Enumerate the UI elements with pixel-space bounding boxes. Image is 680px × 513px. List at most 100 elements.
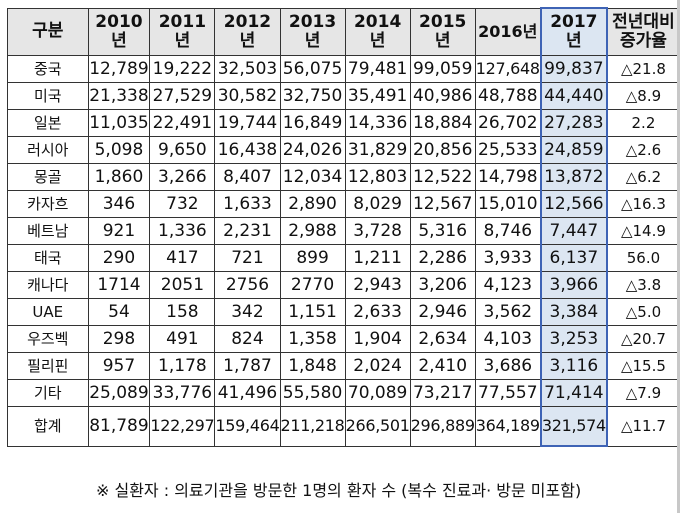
cell-2015: 5,316 <box>409 217 476 245</box>
cell-2010: 921 <box>87 217 151 245</box>
cell-2015: 73,217 <box>409 379 476 407</box>
cell-2016: 26,702 <box>474 109 542 137</box>
cell-2016: 3,933 <box>474 244 542 272</box>
cell-2014: 1,211 <box>344 244 411 272</box>
cell-2015: 12,567 <box>409 190 476 218</box>
row-label: UAE <box>7 298 89 326</box>
cell-2010: 21,338 <box>87 82 151 110</box>
cell-change: △7.9 <box>606 379 680 407</box>
cell-2011: 3,266 <box>149 163 216 191</box>
cell-change: △5.0 <box>606 298 680 326</box>
cell-change: △20.7 <box>606 325 680 353</box>
cell-2015: 296,889 <box>409 406 476 447</box>
cell-2015: 18,884 <box>409 109 476 137</box>
cell-2016: 4,103 <box>474 325 542 353</box>
row-label: 일본 <box>7 109 89 137</box>
row-label: 합계 <box>7 406 89 447</box>
cell-change: △8.9 <box>606 82 680 110</box>
header-2016: 2016년 <box>474 7 542 56</box>
row-label: 태국 <box>7 244 89 272</box>
cell-2016: 25,533 <box>474 136 542 164</box>
cell-2014: 31,829 <box>344 136 411 164</box>
cell-2010: 25,089 <box>87 379 151 407</box>
row-label: 미국 <box>7 82 89 110</box>
row-label: 기타 <box>7 379 89 407</box>
cell-2013: 2,890 <box>279 190 346 218</box>
cell-2016: 3,686 <box>474 352 542 380</box>
row-label: 카자흐 <box>7 190 89 218</box>
cell-2010: 298 <box>87 325 151 353</box>
cell-2014: 12,803 <box>344 163 411 191</box>
cell-2013: 55,580 <box>279 379 346 407</box>
cell-change: △21.8 <box>606 55 680 83</box>
cell-2014: 2,633 <box>344 298 411 326</box>
header-2012: 2012 년 <box>214 7 281 56</box>
cell-2016: 48,788 <box>474 82 542 110</box>
cell-2010: 1714 <box>87 271 151 299</box>
cell-2013: 2770 <box>279 271 346 299</box>
cell-2017: 12,566 <box>539 190 608 218</box>
cell-2014: 1,904 <box>344 325 411 353</box>
cell-change: △6.2 <box>606 163 680 191</box>
cell-2010: 957 <box>87 352 151 380</box>
cell-2011: 27,529 <box>149 82 216 110</box>
table-row: 태국 290 417 721 899 1,211 2,286 3,933 6,137 56.0 <box>7 244 680 272</box>
header-change: 전년대비 증가율 <box>606 7 680 56</box>
cell-2016: 3,562 <box>474 298 542 326</box>
cell-2015: 99,059 <box>409 55 476 83</box>
header-2013: 2013 년 <box>279 7 346 56</box>
cell-2015: 2,286 <box>409 244 476 272</box>
cell-2015: 2,410 <box>409 352 476 380</box>
row-label: 러시아 <box>7 136 89 164</box>
cell-2017: 71,414 <box>539 379 608 407</box>
cell-2014: 14,336 <box>344 109 411 137</box>
cell-2011: 2051 <box>149 271 216 299</box>
table-row: 몽골 1,860 3,266 8,407 12,034 12,803 12,522 14,79… <box>7 163 680 191</box>
cell-2010: 290 <box>87 244 151 272</box>
cell-2010: 12,789 <box>87 55 151 83</box>
cell-2013: 16,849 <box>279 109 346 137</box>
cell-2016: 15,010 <box>474 190 542 218</box>
cell-change: △3.8 <box>606 271 680 299</box>
data-table-container: 구분 2010 년 2011 년 2012 년 2013 년 2014 년 2015 년 20… <box>7 7 680 447</box>
table-row: 베트남 921 1,336 2,231 2,988 3,728 5,316 8,746 7,44… <box>7 217 680 245</box>
cell-2017: 3,253 <box>539 325 608 353</box>
page-edge-shadow <box>677 0 680 513</box>
cell-2012: 2756 <box>214 271 281 299</box>
table-row: 카자흐 346 732 1,633 2,890 8,029 12,567 15,010 12,5… <box>7 190 680 218</box>
cell-2017: 13,872 <box>539 163 608 191</box>
cell-2011: 732 <box>149 190 216 218</box>
cell-2012: 8,407 <box>214 163 281 191</box>
header-2017: 2017 년 <box>539 7 608 56</box>
cell-2010: 81,789 <box>87 406 151 447</box>
cell-2012: 1,633 <box>214 190 281 218</box>
cell-change: △11.7 <box>606 406 680 447</box>
cell-2015: 2,634 <box>409 325 476 353</box>
cell-2016: 364,189 <box>474 406 542 447</box>
cell-2017: 3,384 <box>539 298 608 326</box>
cell-2016: 77,557 <box>474 379 542 407</box>
cell-2011: 9,650 <box>149 136 216 164</box>
cell-2011: 1,336 <box>149 217 216 245</box>
cell-2012: 32,503 <box>214 55 281 83</box>
cell-2017: 6,137 <box>539 244 608 272</box>
cell-2011: 417 <box>149 244 216 272</box>
cell-change: △16.3 <box>606 190 680 218</box>
header-2014: 2014 년 <box>344 7 411 56</box>
cell-2015: 3,206 <box>409 271 476 299</box>
cell-2010: 1,860 <box>87 163 151 191</box>
cell-2017: 321,574 <box>539 406 608 447</box>
row-label: 우즈벡 <box>7 325 89 353</box>
cell-2011: 33,776 <box>149 379 216 407</box>
total-row: 합계 81,789 122,297 159,464 211,218 266,501 296,… <box>7 406 680 447</box>
cell-2013: 211,218 <box>279 406 346 447</box>
cell-2011: 122,297 <box>149 406 216 447</box>
table-row: 필리핀 957 1,178 1,787 1,848 2,024 2,410 3,686 3,11… <box>7 352 680 380</box>
cell-2015: 40,986 <box>409 82 476 110</box>
header-category: 구분 <box>7 7 89 56</box>
cell-2014: 3,728 <box>344 217 411 245</box>
cell-2012: 342 <box>214 298 281 326</box>
header-2011: 2011 년 <box>149 7 216 56</box>
cell-2014: 70,089 <box>344 379 411 407</box>
cell-change: △14.9 <box>606 217 680 245</box>
